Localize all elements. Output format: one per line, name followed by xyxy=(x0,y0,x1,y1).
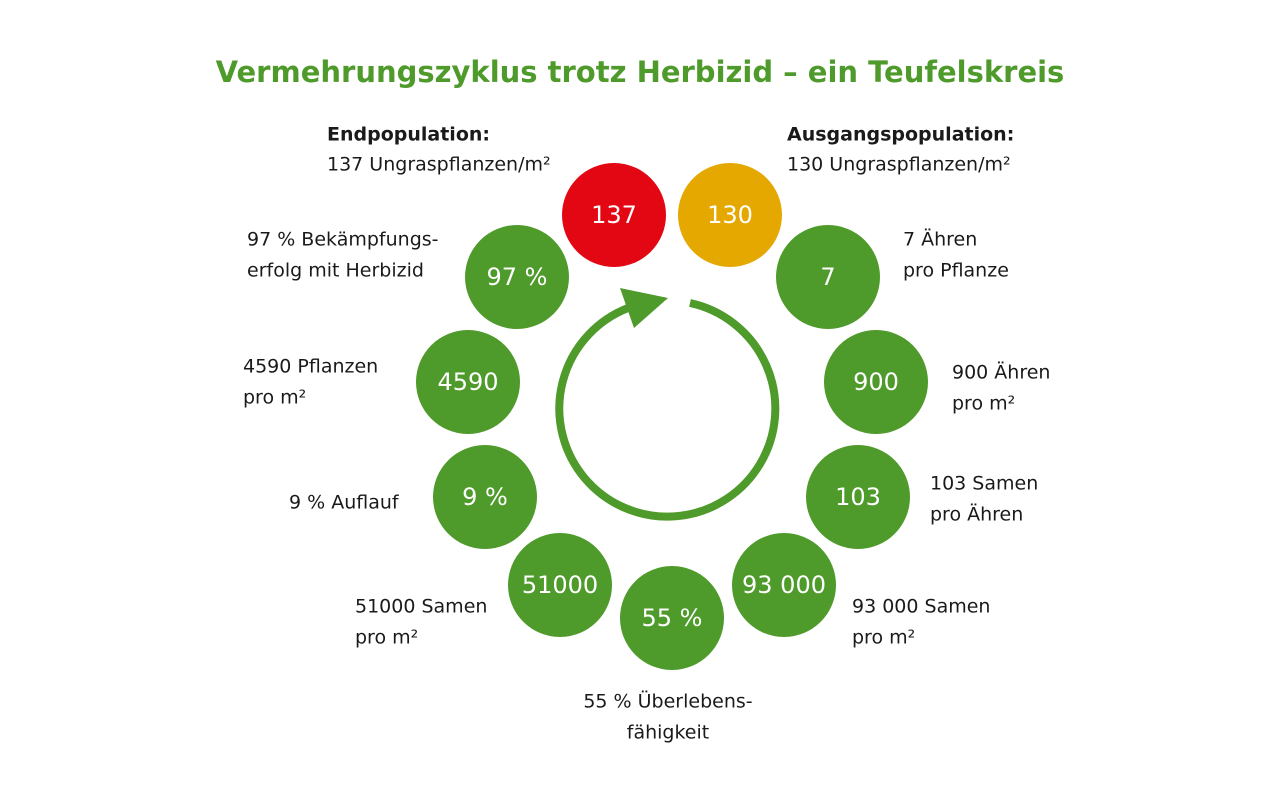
node-value: 900 xyxy=(853,368,899,396)
node-caption: pro m² xyxy=(243,387,306,409)
node-caption: fähigkeit xyxy=(627,722,709,744)
node-caption: pro m² xyxy=(355,627,418,649)
node-caption: 7 Ähren xyxy=(903,228,977,251)
node-circle xyxy=(508,533,612,637)
node-value: 97 % xyxy=(487,263,548,291)
node-circle xyxy=(678,163,782,267)
node-caption: 55 % Überlebens- xyxy=(583,690,752,713)
node-caption: pro m² xyxy=(952,393,1015,415)
node-caption: 9 % Auflauf xyxy=(289,492,400,514)
node-circle xyxy=(465,225,569,329)
node-heading: Ausgangspopulation: xyxy=(787,124,1014,146)
node-caption: pro m² xyxy=(852,627,915,649)
node-value: 4590 xyxy=(437,368,498,396)
node-caption: 4590 Pflanzen xyxy=(243,356,378,378)
node-caption: 103 Samen xyxy=(930,473,1038,495)
node-value: 9 % xyxy=(462,483,508,511)
arrow-head xyxy=(620,288,668,328)
node-circle xyxy=(732,533,836,637)
node-circle xyxy=(620,566,724,670)
node-value: 130 xyxy=(707,201,753,229)
title: Vermehrungszyklus trotz Herbizid – ein T… xyxy=(216,55,1065,89)
node-value: 103 xyxy=(835,483,881,511)
node-caption: pro Pflanze xyxy=(903,260,1009,282)
node-circle xyxy=(416,330,520,434)
node-value: 137 xyxy=(591,201,637,229)
node-circle xyxy=(824,330,928,434)
node-caption: 137 Ungraspflanzen/m² xyxy=(327,154,551,176)
node-caption: 97 % Bekämpfungs- xyxy=(247,229,439,251)
node-caption: pro Ähren xyxy=(930,503,1023,526)
node-circle xyxy=(806,445,910,549)
node-caption: 93 000 Samen xyxy=(852,596,990,618)
node-value: 7 xyxy=(820,263,835,291)
node-caption: 130 Ungraspflanzen/m² xyxy=(787,154,1011,176)
node-caption: 900 Ähren xyxy=(952,361,1050,384)
node-circle xyxy=(433,445,537,549)
node-heading: Endpopulation: xyxy=(327,124,490,146)
node-circle xyxy=(562,163,666,267)
node-caption: 51000 Samen xyxy=(355,596,487,618)
node-caption: erfolg mit Herbizid xyxy=(247,260,424,282)
node-value: 55 % xyxy=(642,604,703,632)
cycle-arrow xyxy=(555,299,780,521)
node-value: 51000 xyxy=(522,571,598,599)
node-value: 93 000 xyxy=(742,571,826,599)
node-circle xyxy=(776,225,880,329)
